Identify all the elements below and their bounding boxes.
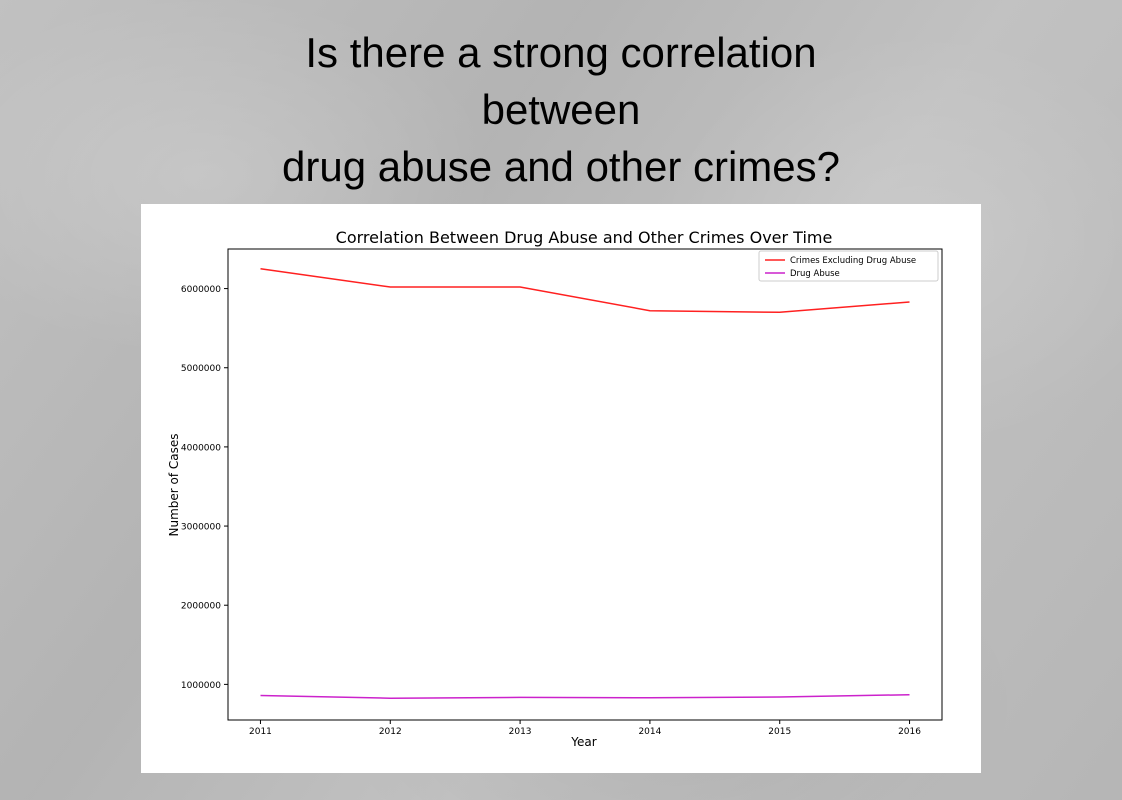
- y-tick-label: 6000000: [181, 285, 221, 295]
- x-tick-label: 2014: [638, 727, 661, 737]
- slide-title-line-3: drug abuse and other crimes?: [282, 143, 840, 190]
- legend-label: Crimes Excluding Drug Abuse: [790, 256, 916, 266]
- legend-label: Drug Abuse: [790, 269, 840, 279]
- y-tick-label: 3000000: [181, 523, 221, 533]
- x-axis: 2011 2012 2013 2014 2015 2016: [249, 720, 921, 737]
- x-tick-label: 2011: [249, 727, 272, 737]
- plot-frame: [227, 248, 943, 721]
- y-tick-label: 1000000: [181, 681, 221, 691]
- chart-figure: Correlation Between Drug Abuse and Other…: [141, 204, 981, 773]
- legend-box: [758, 250, 939, 282]
- slide-title: Is there a strong correlation between dr…: [0, 24, 1122, 195]
- line-chart: Correlation Between Drug Abuse and Other…: [167, 228, 943, 749]
- x-axis-label: Year: [570, 735, 596, 749]
- legend: Crimes Excluding Drug Abuse Drug Abuse: [758, 250, 939, 282]
- y-tick-label: 4000000: [181, 443, 221, 453]
- y-tick-label: 5000000: [181, 364, 221, 374]
- x-tick-label: 2012: [379, 727, 402, 737]
- x-tick-label: 2016: [898, 727, 921, 737]
- x-tick-label: 2013: [509, 727, 532, 737]
- slide-title-line-2: between: [481, 86, 641, 133]
- series-lines: [260, 268, 910, 699]
- chart-title: Correlation Between Drug Abuse and Other…: [336, 228, 833, 247]
- y-tick-label: 2000000: [181, 602, 221, 612]
- series-line-drug-abuse: [260, 693, 910, 699]
- y-axis: 1000000 2000000 3000000 4000000 5000000 60000…: [181, 285, 228, 691]
- y-axis-label: Number of Cases: [167, 433, 181, 536]
- x-tick-label: 2015: [768, 727, 791, 737]
- slide-title-line-1: Is there a strong correlation: [305, 29, 817, 76]
- series-line-crimes-excluding-drug-abuse: [260, 268, 910, 314]
